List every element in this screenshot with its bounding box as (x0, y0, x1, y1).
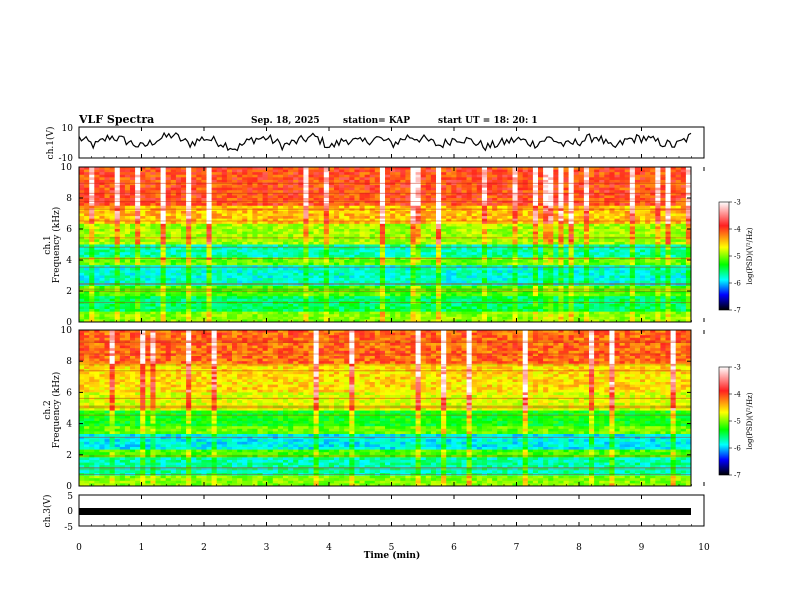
ch2-spectrogram-ytick: 0 (66, 482, 72, 492)
ch1-spectrogram-ytick: 0 (66, 318, 72, 328)
colorbar-tick: -4 (734, 391, 741, 399)
ch1-spectrogram-ytick: 10 (61, 163, 73, 173)
time-axis-tick: 6 (451, 543, 457, 553)
ch1-spectrogram-ytick: 6 (66, 225, 72, 235)
ch1-waveform-ylabel: ch.1(V) (45, 127, 56, 160)
colorbar-tick: -7 (734, 307, 741, 315)
ch3-waveform-line (79, 508, 691, 515)
ch1-spectrogram-ytick: 4 (66, 256, 72, 266)
ch2-colorbar-label: log(PSD)(V²/Hz) (746, 392, 754, 449)
ch2-spectrogram-ytick: 2 (66, 451, 72, 461)
time-axis-tick: 1 (139, 543, 145, 553)
figure-start-time: start UT = 18: 20: 1 (438, 116, 538, 126)
ch2-spectrogram-image (79, 330, 692, 487)
colorbar-tick: -3 (734, 364, 741, 372)
colorbar-tick: -3 (734, 199, 741, 207)
time-axis-tick: 9 (639, 543, 645, 553)
figure-date: Sep. 18, 2025 (251, 116, 320, 126)
ch2-spectrogram-ytick: 4 (66, 420, 72, 430)
ch3-ytick-mid: 0 (67, 507, 73, 517)
ch1-spectrogram-ytick: 2 (66, 287, 72, 297)
time-axis-tick: 7 (514, 543, 520, 553)
ch1-colorbar-label: log(PSD)(V²/Hz) (746, 227, 754, 284)
time-axis-label: Time (min) (364, 550, 421, 561)
ch2-spectrogram-ylabel-freq: Frequency (kHz) (51, 372, 62, 449)
time-axis-tick: 3 (264, 543, 270, 553)
ch1-spectrogram-ytick: 8 (66, 194, 72, 204)
figure-title: VLF Spectra (78, 113, 154, 126)
time-axis-tick: 10 (698, 543, 710, 553)
colorbar-tick: -5 (734, 418, 741, 426)
ch1-spectrogram-image (79, 167, 692, 323)
colorbar-tick: -6 (734, 280, 741, 288)
ch2-spectrogram-ytick: 8 (66, 357, 72, 367)
colorbar-tick: -6 (734, 445, 741, 453)
ch2-spectrogram-ylabel-ch: ch.2 (43, 400, 53, 419)
ch1-ytick-top: 10 (62, 124, 74, 134)
time-axis-tick: 0 (76, 543, 82, 553)
ch1-colorbar: -3 -4 -5 -6 -7 log(PSD)(V²/Hz) (718, 199, 754, 315)
ch2-spectrogram-ytick: 6 (66, 388, 72, 398)
ch3-ytick-top: 5 (67, 492, 73, 502)
time-axis-tick: 5 (389, 543, 395, 553)
ch2-spectrogram-ytick: 10 (61, 326, 73, 336)
time-axis-tick: 2 (201, 543, 207, 553)
time-axis: 0 1 2 3 4 5 6 7 8 9 10 (76, 127, 710, 553)
colorbar-tick: -4 (734, 226, 741, 234)
ch1-spectrogram-panel: 0 2 4 6 8 10 ch.1 Frequency (kHz) (43, 163, 692, 328)
ch2-spectrogram-panel: 0 2 4 6 8 10 ch.2 Frequency (kHz) (43, 326, 692, 492)
ch2-colorbar: -3 -4 -5 -6 -7 log(PSD)(V²/Hz) (718, 364, 754, 480)
ch3-waveform-ylabel: ch.3(V) (42, 495, 53, 528)
figure-station: station= KAP (343, 116, 410, 126)
ch1-ytick-bottom: -10 (59, 154, 74, 164)
ch1-spectrogram-frame (78, 166, 692, 323)
ch3-ytick-bottom: -5 (64, 523, 73, 533)
ch1-spectrogram-ylabel-ch: ch.1 (43, 235, 53, 254)
ch1-waveform-panel: 10 -10 ch.1(V) (45, 124, 705, 164)
time-axis-tick: 4 (326, 543, 332, 553)
ch1-waveform-line (78, 131, 692, 152)
colorbar-tick: -7 (734, 472, 741, 480)
time-axis-tick: 8 (576, 543, 582, 553)
colorbar-tick: -5 (734, 253, 741, 261)
ch1-spectrogram-ylabel-freq: Frequency (kHz) (51, 207, 62, 284)
ch2-spectrogram-frame (78, 329, 692, 487)
